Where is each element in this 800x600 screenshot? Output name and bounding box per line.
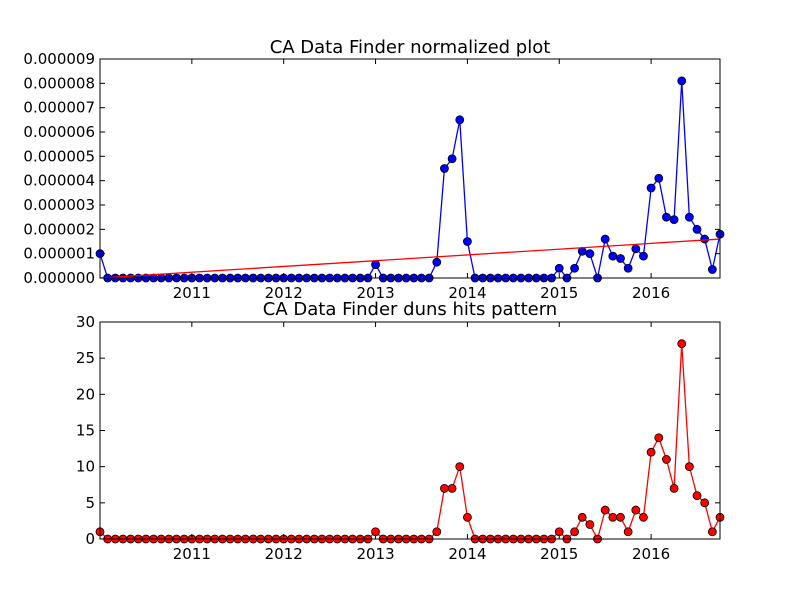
bottom-chart-y-tick-label: 30 xyxy=(76,313,95,331)
top-chart-point-71 xyxy=(639,251,648,261)
bottom-chart-frame xyxy=(99,321,721,540)
bottom-chart-point-74 xyxy=(662,455,671,464)
bottom-chart-point-45 xyxy=(440,483,449,493)
top-chart-y-tick-label: 0.000002 xyxy=(23,220,95,238)
bottom-chart-point-70 xyxy=(631,505,641,515)
bottom-chart-x-tick-label: 2013 xyxy=(356,545,394,563)
bottom-chart-point-69 xyxy=(623,527,633,537)
top-chart-point-76 xyxy=(677,76,687,86)
top-chart-point-47 xyxy=(455,115,465,125)
top-chart-y-tick-label: 0.000003 xyxy=(23,196,95,214)
bottom-chart-point-76 xyxy=(677,339,687,349)
bottom-chart-y-tick-label: 25 xyxy=(76,349,95,367)
top-chart-y-tick-label: 0.000005 xyxy=(23,147,95,165)
top-chart-y-tick-label: 0.000009 xyxy=(23,50,95,68)
top-chart-point-73 xyxy=(654,173,664,183)
bottom-chart-point-62 xyxy=(570,527,579,537)
bottom-chart-point-77 xyxy=(684,462,694,472)
top-chart-point-67 xyxy=(608,251,618,261)
bottom-chart-point-72 xyxy=(646,447,656,457)
top-chart: CA Data Finder normalized plot 2011 2012 2… xyxy=(23,37,725,302)
top-chart-point-78 xyxy=(692,224,702,234)
bottom-chart-y-tick-label: 20 xyxy=(76,385,95,403)
top-chart-y-tick-label: 0.000000 xyxy=(23,269,95,287)
top-chart-point-46 xyxy=(447,154,457,164)
top-chart-y-tick-label: 0.000007 xyxy=(23,99,95,117)
top-chart-x-tick-label: 2015 xyxy=(540,284,578,302)
bottom-chart-point-66 xyxy=(600,505,610,515)
top-chart-point-48 xyxy=(463,237,472,246)
bottom-chart-point-73 xyxy=(654,433,664,443)
bottom-chart-title: CA Data Finder duns hits pattern xyxy=(263,299,557,320)
bottom-chart-point-64 xyxy=(585,520,595,529)
top-chart-title: CA Data Finder normalized plot xyxy=(270,37,551,58)
top-chart-x-tick-label: 2012 xyxy=(265,284,303,302)
top-chart-x-tick-label: 2014 xyxy=(448,284,486,302)
bottom-chart-point-67 xyxy=(608,512,618,522)
bottom-chart-y-tick-label: 10 xyxy=(76,458,95,476)
top-chart-point-44 xyxy=(432,257,442,267)
top-chart-x-tick-label: 2016 xyxy=(632,284,670,302)
top-chart-point-72 xyxy=(646,183,656,193)
top-chart-x-tick-label: 2011 xyxy=(173,284,211,302)
top-chart-point-60 xyxy=(554,263,564,273)
bottom-chart-x-tick-label: 2014 xyxy=(448,545,486,563)
bottom-chart-point-75 xyxy=(669,483,679,493)
bottom-chart-x-tick-label: 2016 xyxy=(632,545,670,563)
top-chart-point-69 xyxy=(623,263,633,273)
bottom-chart-x-tick-label: 2011 xyxy=(173,545,211,563)
bottom-chart-point-80 xyxy=(707,527,717,537)
top-chart-y-tick-label: 0.000008 xyxy=(23,74,95,92)
bottom-chart-x-tick-label: 2015 xyxy=(540,545,578,563)
bottom-chart-point-78 xyxy=(692,491,702,501)
bottom-chart-point-63 xyxy=(577,512,587,522)
bottom-chart-point-79 xyxy=(700,498,710,508)
top-chart-series-0-line xyxy=(99,80,721,280)
top-chart-point-36 xyxy=(371,260,380,270)
bottom-chart-y-tick-label: 15 xyxy=(76,422,95,440)
top-chart-point-70 xyxy=(631,244,641,254)
top-chart-point-77 xyxy=(684,212,694,222)
top-chart-point-68 xyxy=(616,254,625,263)
bottom-chart-point-44 xyxy=(432,527,442,537)
bottom-chart-point-71 xyxy=(639,512,648,522)
top-chart-point-62 xyxy=(570,263,579,273)
bottom-chart-y-tick-label: 0 xyxy=(85,530,95,548)
top-chart-point-45 xyxy=(440,164,449,173)
top-chart-y-tick-label: 0.000004 xyxy=(23,172,95,190)
bottom-chart-point-47 xyxy=(455,462,465,472)
bottom-chart-x-tick-label: 2012 xyxy=(265,545,303,563)
top-chart-y-tick-label: 0.000006 xyxy=(23,123,95,141)
bottom-chart-point-46 xyxy=(447,483,457,493)
top-chart-frame xyxy=(99,58,721,279)
bottom-chart-point-68 xyxy=(616,512,625,522)
top-chart-x-tick-label: 2013 xyxy=(356,284,394,302)
top-chart-point-64 xyxy=(585,249,595,259)
top-chart-series-1-line xyxy=(99,238,721,279)
top-chart-point-75 xyxy=(669,215,679,225)
top-chart-point-79 xyxy=(700,234,710,244)
bottom-chart-y-tick-label: 5 xyxy=(85,494,95,512)
bottom-chart: CA Data Finder duns hits pattern 2011 201… xyxy=(76,299,725,563)
top-chart-point-66 xyxy=(600,234,610,244)
top-chart-point-74 xyxy=(662,212,671,222)
top-chart-point-80 xyxy=(707,265,717,274)
top-chart-y-tick-label: 0.000001 xyxy=(23,245,95,263)
bottom-chart-series-0-line xyxy=(99,343,721,541)
bottom-chart-point-48 xyxy=(463,512,472,522)
